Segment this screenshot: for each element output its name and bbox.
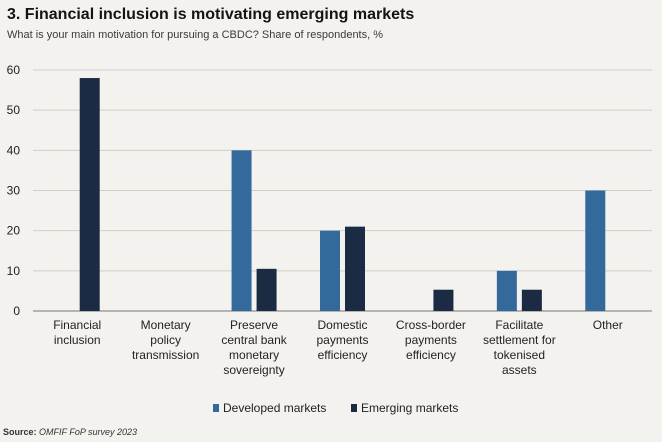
x-category-label-line: central bank <box>221 333 287 347</box>
y-tick-label: 20 <box>7 224 21 238</box>
y-tick-label: 60 <box>7 63 21 77</box>
bar-emerging <box>79 78 100 312</box>
bar-developed <box>320 230 340 311</box>
x-category-label-line: payments <box>316 333 368 347</box>
legend-swatch-developed <box>213 404 219 412</box>
chart-title: 3. Financial inclusion is motivating eme… <box>7 6 415 23</box>
x-category-label-line: Financial <box>53 318 101 332</box>
x-category-label: Monetary policy transmission <box>132 318 199 362</box>
x-category-label: Facilitate settlement for tokenised assets <box>483 318 556 377</box>
x-category-label: Cross-border payments efficiency <box>396 318 466 362</box>
x-category-label-line: tokenised <box>494 348 545 362</box>
x-category-label-line: payments <box>405 333 457 347</box>
x-category-label-line: efficiency <box>406 348 456 362</box>
x-category-label-line: sovereignty <box>223 363 284 377</box>
bar-emerging <box>433 289 454 311</box>
y-tick-label: 30 <box>7 184 21 198</box>
bar-developed <box>585 190 606 311</box>
bar-emerging <box>345 226 365 311</box>
x-category-label-line: Cross-border <box>396 318 466 332</box>
x-category-label-line: Monetary <box>141 318 191 332</box>
y-tick-label: 10 <box>7 264 21 278</box>
y-tick-label: 0 <box>13 304 20 318</box>
source-label: Source: <box>3 427 37 437</box>
x-category-label-line: Other <box>593 318 623 332</box>
chart-subtitle: What is your main motivation for pursuin… <box>7 29 384 41</box>
x-category-label-line: transmission <box>132 348 199 362</box>
y-tick-label: 50 <box>7 103 21 117</box>
x-category-label: Other <box>593 318 623 332</box>
x-category-label-line: Domestic <box>317 318 367 332</box>
legend-swatch-emerging <box>351 404 357 412</box>
legend-label-emerging: Emerging markets <box>361 401 458 415</box>
bar-developed <box>496 270 517 311</box>
legend-label-developed: Developed markets <box>223 401 326 415</box>
x-category-label-line: assets <box>502 363 537 377</box>
source-text: OMFIF FoP survey 2023 <box>39 427 138 437</box>
x-category-label-line: settlement for <box>483 333 556 347</box>
x-category-label-line: monetary <box>229 348 279 362</box>
bar-emerging <box>256 268 277 311</box>
x-category-label: Financial inclusion <box>53 318 101 347</box>
y-tick-label: 40 <box>7 143 21 157</box>
x-category-label-line: Preserve <box>230 318 278 332</box>
bar-emerging <box>521 289 542 311</box>
source-note: Source: OMFIF FoP survey 2023 <box>3 427 137 437</box>
bar-developed <box>231 150 252 311</box>
x-category-label: Domestic payments efficiency <box>316 318 368 362</box>
x-category-label-line: efficiency <box>318 348 368 362</box>
x-category-label-line: Facilitate <box>495 318 543 332</box>
x-category-label-line: policy <box>150 333 181 347</box>
x-category-label: Preserve central bank monetary sovereignty <box>221 318 287 377</box>
x-category-label-line: inclusion <box>54 333 101 347</box>
